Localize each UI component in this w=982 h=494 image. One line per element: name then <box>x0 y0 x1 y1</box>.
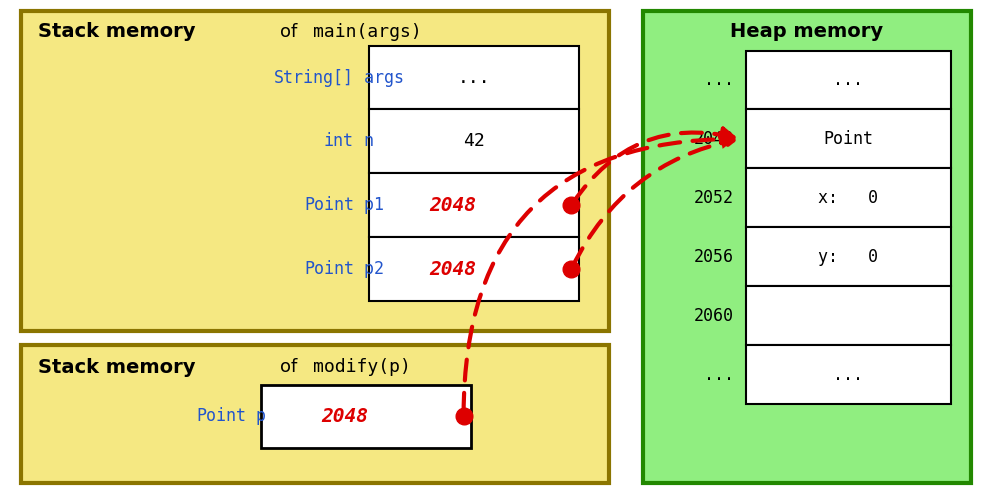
Bar <box>745 345 952 404</box>
Text: Point: Point <box>824 130 873 148</box>
Text: 2048: 2048 <box>429 196 476 215</box>
Text: 2056: 2056 <box>694 248 734 266</box>
Text: 2060: 2060 <box>694 307 734 325</box>
Bar <box>21 345 609 483</box>
Text: 2052: 2052 <box>694 189 734 207</box>
Bar <box>745 168 952 227</box>
Text: Stack memory: Stack memory <box>37 358 195 377</box>
Text: p1: p1 <box>354 196 384 214</box>
Bar <box>745 227 952 287</box>
Text: ...: ... <box>834 71 863 89</box>
Text: x:   0: x: 0 <box>818 189 879 207</box>
Text: String[]: String[] <box>274 69 354 86</box>
Text: 2048: 2048 <box>321 407 368 426</box>
Text: args: args <box>354 69 404 86</box>
Bar <box>745 50 952 110</box>
Text: int: int <box>324 132 354 150</box>
Text: of: of <box>281 358 298 376</box>
Text: 42: 42 <box>463 132 485 150</box>
Text: ...: ... <box>458 69 490 86</box>
Bar <box>368 110 579 173</box>
Text: of: of <box>281 23 298 41</box>
Bar <box>368 173 579 237</box>
Text: ...: ... <box>834 366 863 384</box>
Text: p2: p2 <box>354 260 384 278</box>
Bar <box>745 110 952 168</box>
Text: Point: Point <box>303 196 354 214</box>
Text: ...: ... <box>704 366 734 384</box>
Bar <box>745 287 952 345</box>
Bar <box>368 45 579 110</box>
Text: Heap memory: Heap memory <box>730 22 883 41</box>
Text: modify(p): modify(p) <box>313 358 410 376</box>
Bar <box>261 384 471 449</box>
Text: ...: ... <box>704 71 734 89</box>
Text: n: n <box>354 132 374 150</box>
Bar <box>368 237 579 301</box>
Text: p: p <box>246 408 266 425</box>
Text: Point: Point <box>303 260 354 278</box>
Bar <box>21 11 609 330</box>
Text: Point: Point <box>196 408 246 425</box>
Bar <box>643 11 971 483</box>
Text: Stack memory: Stack memory <box>37 22 195 41</box>
Text: 2048: 2048 <box>694 130 734 148</box>
Text: main(args): main(args) <box>313 23 421 41</box>
Text: y:   0: y: 0 <box>818 248 879 266</box>
Text: 2048: 2048 <box>429 260 476 279</box>
